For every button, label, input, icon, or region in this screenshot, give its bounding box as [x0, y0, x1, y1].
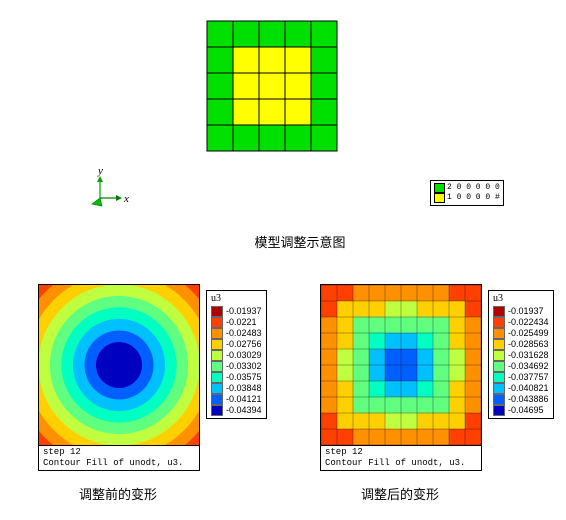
legend-swatch	[493, 394, 505, 405]
legend-swatch	[434, 193, 445, 203]
legend-value: -0.02483	[226, 328, 262, 338]
svg-text:x: x	[123, 193, 129, 205]
plot-footer: step 12Contour Fill of unodt, u3.	[38, 445, 200, 471]
plot-caption: 调整后的变形	[340, 484, 460, 503]
legend-swatch	[434, 183, 445, 193]
legend-value: -0.037757	[508, 372, 549, 382]
legend-title: u3	[493, 293, 549, 304]
legend-swatch	[211, 394, 223, 405]
contour-plot-before: step 12Contour Fill of unodt, u3.u3-0.01…	[38, 284, 200, 450]
footer-step: step 12	[43, 447, 195, 458]
legend-swatch	[211, 361, 223, 372]
legend-swatch	[493, 317, 505, 328]
legend-value: -0.034692	[508, 361, 549, 371]
contour-canvas	[320, 284, 482, 446]
legend-value: -0.043886	[508, 394, 549, 404]
legend-swatch	[211, 350, 223, 361]
legend-value: -0.03575	[226, 372, 262, 382]
legend-text: 2 0 0 0 0 0	[447, 184, 500, 193]
legend-swatch	[211, 405, 223, 416]
legend-value: -0.028563	[508, 339, 549, 349]
legend-swatch	[211, 372, 223, 383]
contour-plot-after: step 12Contour Fill of unodt, u3.u3-0.01…	[320, 284, 482, 450]
legend-swatch	[493, 361, 505, 372]
legend-title: u3	[211, 293, 262, 304]
legend-swatch	[493, 383, 505, 394]
legend-value: -0.02756	[226, 339, 262, 349]
svg-text:y: y	[97, 165, 103, 177]
legend-value: -0.025499	[508, 328, 549, 338]
legend-swatch	[493, 328, 505, 339]
footer-step: step 12	[325, 447, 477, 458]
legend-swatch	[493, 306, 505, 317]
plot-caption: 调整前的变形	[58, 484, 178, 503]
legend-swatch	[493, 372, 505, 383]
legend-value: -0.04695	[508, 405, 544, 415]
legend-value: -0.03848	[226, 383, 262, 393]
footer-desc: Contour Fill of unodt, u3.	[325, 458, 477, 469]
legend-value: -0.01937	[508, 306, 544, 316]
legend-value: -0.0221	[226, 317, 257, 327]
legend-swatch	[211, 328, 223, 339]
legend-value: -0.01937	[226, 306, 262, 316]
legend-value: -0.040821	[508, 383, 549, 393]
legend-text: 1 0 0 0 0 #	[447, 194, 500, 203]
legend-swatch	[493, 405, 505, 416]
legend-value: -0.03302	[226, 361, 262, 371]
legend-value: -0.022434	[508, 317, 549, 327]
legend-value: -0.04394	[226, 405, 262, 415]
legend-swatch	[211, 339, 223, 350]
plot-footer: step 12Contour Fill of unodt, u3.	[320, 445, 482, 471]
legend-value: -0.031628	[508, 350, 549, 360]
model-grid	[206, 20, 338, 152]
legend-value: -0.04121	[226, 394, 262, 404]
material-legend: 2 0 0 0 0 01 0 0 0 0 #	[430, 180, 504, 206]
color-legend: u3 -0.01937-0.0221-0.02483-0.02756-0.0302…	[206, 290, 267, 419]
footer-desc: Contour Fill of unodt, u3.	[43, 458, 195, 469]
caption-model: 模型调整示意图	[240, 232, 360, 251]
legend-swatch	[211, 306, 223, 317]
color-legend: u3-0.01937-0.022434-0.025499-0.028563-0.…	[488, 290, 554, 419]
legend-swatch	[211, 317, 223, 328]
legend-swatch	[211, 383, 223, 394]
legend-value: -0.03029	[226, 350, 262, 360]
legend-swatch	[493, 350, 505, 361]
contour-canvas	[38, 284, 200, 446]
legend-swatch	[493, 339, 505, 350]
